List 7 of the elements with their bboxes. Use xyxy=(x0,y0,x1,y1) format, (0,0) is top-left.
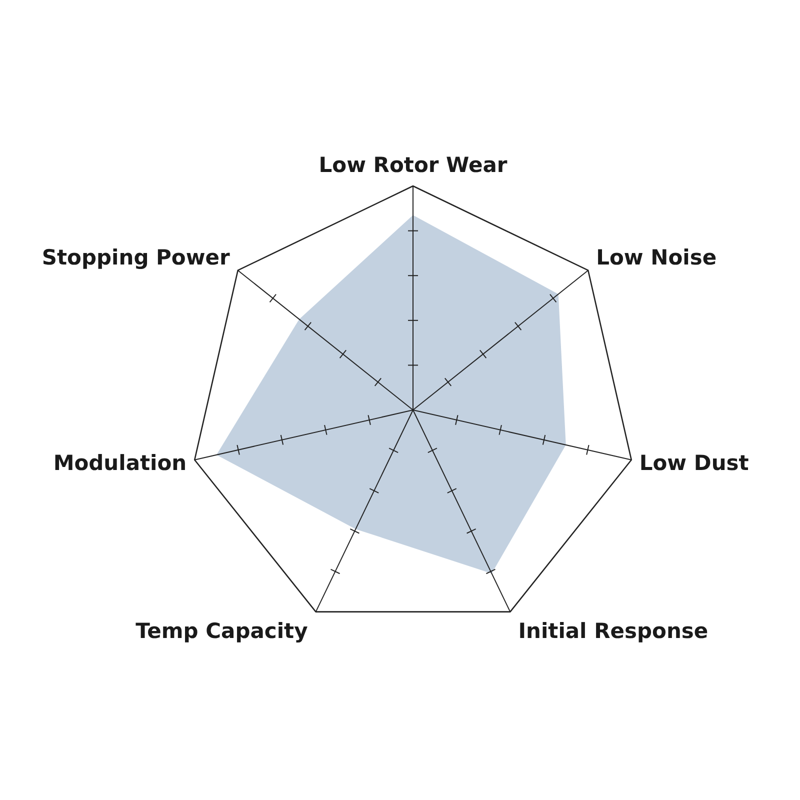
spoke-label: Stopping Power xyxy=(42,245,231,270)
spoke-label: Modulation xyxy=(53,450,187,475)
spoke-label: Low Noise xyxy=(596,245,717,270)
spoke-label: Low Dust xyxy=(639,450,749,475)
spoke-label: Temp Capacity xyxy=(136,618,308,643)
spoke-label: Low Rotor Wear xyxy=(318,153,508,177)
spoke-label: Initial Response xyxy=(518,618,708,643)
